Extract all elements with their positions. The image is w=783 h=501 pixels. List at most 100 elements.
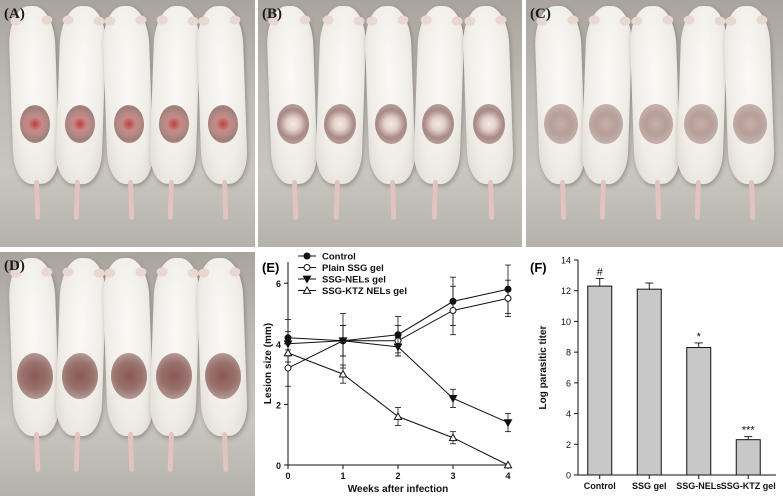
mouse-image bbox=[675, 5, 728, 220]
lesion-spot bbox=[588, 103, 624, 145]
y-tick-label: 4 bbox=[276, 340, 281, 350]
lesion-spot bbox=[323, 103, 357, 145]
lesion-spot bbox=[471, 103, 506, 145]
data-point bbox=[503, 460, 513, 469]
lesion-spot bbox=[154, 352, 193, 400]
photo-panel-a: (A) bbox=[0, 0, 255, 247]
bar bbox=[686, 347, 712, 476]
bar bbox=[735, 439, 761, 476]
x-tick-label: SSG gel bbox=[632, 481, 667, 491]
mouse-image bbox=[581, 5, 634, 220]
data-point bbox=[338, 369, 348, 378]
photo-panel-c: (C) bbox=[526, 0, 783, 247]
lesion-spot bbox=[60, 352, 99, 400]
lesion-spot bbox=[112, 104, 145, 144]
significance-marker: *** bbox=[742, 425, 756, 437]
y-tick-label: 0 bbox=[566, 471, 571, 481]
lesion-spot bbox=[732, 103, 768, 145]
x-tick-label: 4 bbox=[505, 471, 510, 481]
data-point bbox=[448, 394, 458, 403]
data-point bbox=[393, 411, 403, 420]
data-point bbox=[303, 252, 311, 260]
lesion-spot bbox=[109, 352, 148, 400]
x-tick-label: 2 bbox=[395, 471, 400, 481]
mouse-image bbox=[148, 5, 201, 220]
y-axis-label: Lesion size (mm) bbox=[263, 323, 274, 404]
mouse-image bbox=[101, 5, 154, 221]
y-tick-label: 0 bbox=[276, 461, 281, 471]
y-tick-label: 6 bbox=[276, 279, 281, 289]
lesion-spot bbox=[276, 103, 311, 145]
x-tick-label: 0 bbox=[285, 471, 290, 481]
y-tick-label: 8 bbox=[566, 348, 571, 358]
lesion-spot bbox=[63, 104, 96, 144]
photo-panel-d: (D) bbox=[0, 252, 255, 496]
panel-label-c: (C) bbox=[530, 6, 551, 22]
data-point bbox=[504, 294, 512, 302]
panel-label-e: (E) bbox=[262, 260, 279, 275]
data-point bbox=[303, 264, 311, 271]
y-tick-label: 12 bbox=[561, 286, 571, 296]
data-point bbox=[284, 364, 292, 372]
lesion-spot bbox=[206, 104, 239, 144]
x-tick-label: Control bbox=[584, 481, 616, 491]
mouse-image bbox=[533, 5, 586, 221]
panel-label-b: (B) bbox=[262, 6, 282, 22]
panel-label-d: (D) bbox=[4, 258, 25, 274]
data-point bbox=[503, 419, 513, 428]
x-tick-label: SSG-KTZ gel bbox=[721, 481, 776, 491]
legend-label: SSG-KTZ NELs gel bbox=[322, 286, 407, 297]
mouse-image bbox=[723, 5, 776, 221]
mouse-image bbox=[54, 257, 107, 472]
mouse-image bbox=[148, 257, 201, 472]
y-tick-label: 4 bbox=[566, 409, 571, 419]
mouse-image bbox=[266, 5, 319, 221]
data-point bbox=[449, 306, 457, 314]
bar bbox=[636, 288, 662, 476]
panel-label-a: (A) bbox=[4, 6, 25, 22]
panel-label-f: (F) bbox=[530, 260, 547, 275]
legend-label: SSG-NELs gel bbox=[322, 275, 386, 286]
mouse-image bbox=[315, 5, 368, 220]
lesion-spot bbox=[683, 103, 719, 145]
photo-panel-b: (B) bbox=[258, 0, 522, 247]
x-axis-label: Weeks after infection bbox=[348, 484, 448, 495]
y-tick-label: 6 bbox=[566, 378, 571, 388]
significance-marker: * bbox=[697, 331, 702, 343]
data-point bbox=[302, 285, 312, 294]
mouse-image bbox=[363, 5, 417, 221]
chart-f: (F) 0 2 4 6 8 10 12 14 Log parasitic titer # Contr… bbox=[526, 252, 783, 496]
lesion-spot bbox=[543, 103, 579, 145]
mouse-image bbox=[101, 257, 154, 473]
mouse-image bbox=[54, 5, 107, 220]
x-tick-label: SSG-NELs bbox=[676, 481, 721, 491]
data-point bbox=[302, 275, 312, 284]
lesion-spot bbox=[374, 103, 408, 145]
y-tick-label: 14 bbox=[561, 256, 571, 266]
lesion-spot bbox=[203, 352, 242, 400]
significance-marker: # bbox=[597, 266, 604, 278]
mouse-image bbox=[195, 5, 248, 221]
legend-label: Control bbox=[322, 252, 356, 263]
mouse-image bbox=[461, 5, 514, 221]
lesion-spot bbox=[157, 104, 190, 144]
chart-e: (E) 0 2 4 6 0 1 2 3 4 Weeks after infection Lesion… bbox=[258, 252, 522, 496]
mouse-image bbox=[628, 5, 681, 221]
mouse-image bbox=[195, 257, 248, 473]
data-point bbox=[393, 343, 403, 352]
y-tick-label: 10 bbox=[561, 317, 571, 327]
mouse-image bbox=[412, 5, 465, 220]
legend-label: Plain SSG gel bbox=[322, 263, 384, 274]
mouse-image bbox=[7, 257, 60, 473]
lesion-spot bbox=[421, 103, 455, 145]
lesion-spot bbox=[18, 104, 51, 144]
data-point bbox=[448, 433, 458, 442]
mouse-image bbox=[7, 5, 60, 221]
y-axis-label: Log parasitic titer bbox=[538, 325, 549, 409]
bar bbox=[587, 285, 613, 476]
parasitic-titer-chart: (F) 0 2 4 6 8 10 12 14 Log parasitic titer # Contr… bbox=[530, 256, 776, 491]
x-tick-label: 1 bbox=[340, 471, 345, 481]
x-tick-label: 3 bbox=[450, 471, 455, 481]
lesion-size-chart: (E) 0 2 4 6 0 1 2 3 4 Weeks after infection Lesion… bbox=[262, 252, 513, 495]
